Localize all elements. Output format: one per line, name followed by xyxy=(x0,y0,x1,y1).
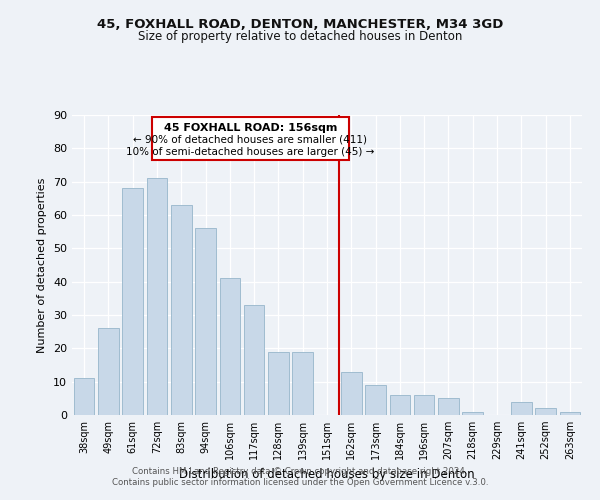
Bar xyxy=(414,395,434,415)
Bar xyxy=(511,402,532,415)
Bar xyxy=(146,178,167,415)
Bar xyxy=(365,385,386,415)
Bar xyxy=(341,372,362,415)
Text: Size of property relative to detached houses in Denton: Size of property relative to detached ho… xyxy=(138,30,462,43)
Bar xyxy=(171,205,191,415)
Bar xyxy=(535,408,556,415)
Text: 10% of semi-detached houses are larger (45) →: 10% of semi-detached houses are larger (… xyxy=(127,148,374,158)
Bar xyxy=(292,352,313,415)
Bar xyxy=(438,398,459,415)
Bar xyxy=(560,412,580,415)
Text: ← 90% of detached houses are smaller (411): ← 90% of detached houses are smaller (41… xyxy=(133,135,367,145)
Bar xyxy=(389,395,410,415)
Bar xyxy=(74,378,94,415)
Bar xyxy=(244,305,265,415)
Bar xyxy=(122,188,143,415)
Text: 45, FOXHALL ROAD, DENTON, MANCHESTER, M34 3GD: 45, FOXHALL ROAD, DENTON, MANCHESTER, M3… xyxy=(97,18,503,30)
Bar xyxy=(268,352,289,415)
FancyBboxPatch shape xyxy=(152,116,349,160)
Text: Contains HM Land Registry data © Crown copyright and database right 2024.: Contains HM Land Registry data © Crown c… xyxy=(132,467,468,476)
Bar xyxy=(98,328,119,415)
Text: 45 FOXHALL ROAD: 156sqm: 45 FOXHALL ROAD: 156sqm xyxy=(164,122,337,132)
Bar xyxy=(463,412,483,415)
X-axis label: Distribution of detached houses by size in Denton: Distribution of detached houses by size … xyxy=(179,468,475,480)
Text: Contains public sector information licensed under the Open Government Licence v.: Contains public sector information licen… xyxy=(112,478,488,487)
Y-axis label: Number of detached properties: Number of detached properties xyxy=(37,178,47,352)
Bar xyxy=(220,278,240,415)
Bar xyxy=(195,228,216,415)
